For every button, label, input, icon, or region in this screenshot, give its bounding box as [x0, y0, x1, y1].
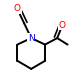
Text: O: O — [59, 21, 66, 30]
Text: N: N — [28, 34, 35, 43]
Text: O: O — [14, 4, 21, 13]
